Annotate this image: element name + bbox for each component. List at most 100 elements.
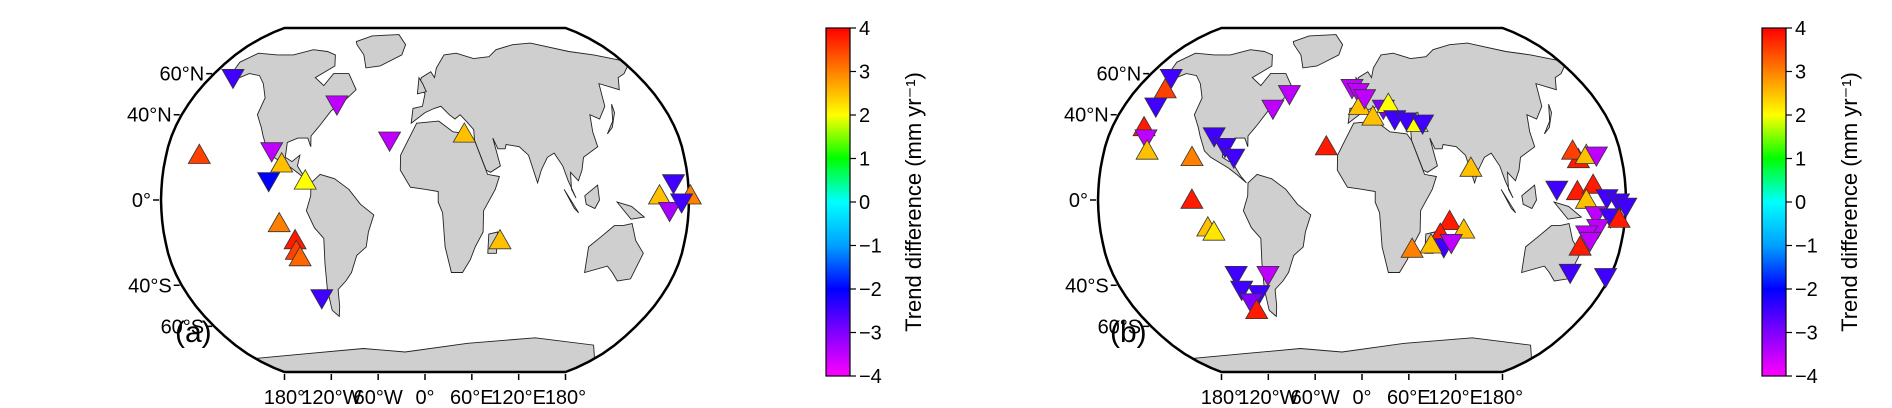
data-point-triangle <box>1419 232 1443 254</box>
data-point-triangle <box>260 142 284 163</box>
data-point-triangle <box>1202 127 1226 148</box>
colorbar-tick-label: 1 <box>859 149 870 171</box>
land-polygon <box>1552 201 1583 220</box>
land-polygon <box>355 34 407 69</box>
data-point-triangle <box>1314 134 1338 156</box>
land-polygon <box>1292 34 1344 69</box>
data-point-triangle <box>1607 207 1631 228</box>
x-tick-label: 120°E <box>1428 387 1483 408</box>
data-point-triangle <box>1134 129 1158 150</box>
y-tick-label: 60°N <box>1096 64 1141 86</box>
data-point-triangle <box>1545 180 1569 202</box>
data-point-triangle <box>1614 197 1638 219</box>
colorbar-label: Trend difference (mm yr⁻¹) <box>1837 72 1862 332</box>
data-point-triangle <box>1144 97 1168 119</box>
x-tick-label: 180° <box>1482 387 1523 408</box>
data-point-triangle <box>288 245 312 267</box>
data-point-triangle <box>1560 139 1585 160</box>
data-point-triangle <box>1222 148 1246 170</box>
land-polygon <box>399 120 500 273</box>
data-point-triangle <box>257 172 281 193</box>
colorbar-tick-label: −2 <box>1795 279 1818 301</box>
land-polygon <box>1543 104 1552 135</box>
land-polygon <box>584 222 644 282</box>
data-point-triangle <box>1135 139 1159 160</box>
x-tick-label: 0° <box>415 387 434 408</box>
data-point-triangle <box>1581 173 1605 194</box>
land-polygon <box>231 49 357 184</box>
x-tick-label: 60°E <box>450 387 494 408</box>
data-point-triangle <box>657 201 682 223</box>
land-polygon <box>1190 337 1532 372</box>
data-point-triangle <box>1261 99 1285 121</box>
data-point-triangle <box>1578 231 1602 253</box>
land-polygon <box>563 189 580 214</box>
x-tick-label: 60°W <box>1291 387 1340 408</box>
land-polygon <box>1242 173 1312 318</box>
x-tick-label: 180° <box>545 387 586 408</box>
land-polygon <box>606 104 615 135</box>
x-tick-label: 180° <box>264 387 305 408</box>
data-point-triangle <box>488 228 512 250</box>
data-point-triangle <box>1400 237 1424 258</box>
data-point-triangle <box>1202 220 1226 241</box>
colorbar <box>1761 27 1787 377</box>
data-point-triangle <box>325 95 349 117</box>
x-tick-label: 120°W <box>1238 387 1298 408</box>
data-point-triangle <box>1584 146 1609 168</box>
y-tick-label: 40°N <box>1064 105 1109 127</box>
x-tick-label: 0° <box>1352 387 1371 408</box>
data-point-triangle <box>1439 233 1463 255</box>
data-point-triangle <box>661 174 686 195</box>
data-point-triangle <box>1230 280 1254 302</box>
colorbar-tick-label: −2 <box>859 279 882 301</box>
data-point-triangle <box>293 168 317 190</box>
data-point-triangle <box>1224 265 1248 287</box>
data-point-triangle <box>1558 263 1582 285</box>
map-panel-b: 180°120°W60°W 0° 60°E120°E180°60°N40°N0°40… <box>1064 18 1862 408</box>
data-point-triangle <box>1352 89 1377 110</box>
land-polygon <box>305 173 375 318</box>
data-point-triangle <box>221 69 245 90</box>
colorbar <box>825 27 851 377</box>
data-point-triangle <box>1180 145 1204 167</box>
map-frame <box>159 26 691 374</box>
data-point-triangle <box>669 193 694 214</box>
panel-label: (b) <box>1110 316 1147 349</box>
x-tick-label: 60°W <box>354 387 403 408</box>
data-point-triangle <box>187 143 211 164</box>
colorbar-tick-label: 4 <box>1795 18 1806 40</box>
data-point-triangle <box>267 211 291 233</box>
data-point-triangle <box>1459 156 1483 177</box>
land-polygon <box>1500 189 1517 214</box>
land-polygon <box>253 337 595 372</box>
colorbar-tick-label: 2 <box>1795 105 1806 127</box>
y-tick-label: 0° <box>132 190 151 212</box>
map-land <box>231 34 646 372</box>
colorbar-tick-label: −1 <box>1795 236 1818 258</box>
land-polygon <box>584 184 600 210</box>
data-point-triangle <box>270 151 294 173</box>
y-tick-label: 60°S <box>161 316 205 338</box>
data-point-triangle <box>1452 218 1476 239</box>
colorbar-tick-label: 1 <box>1795 149 1806 171</box>
y-tick-label: 60°N <box>159 64 204 86</box>
data-point-triangle <box>1568 235 1592 256</box>
colorbar-tick-label: 3 <box>859 62 870 84</box>
map-land <box>1168 34 1583 372</box>
colorbar-tick-label: −4 <box>1795 366 1818 388</box>
data-point-triangle <box>1410 114 1435 136</box>
data-point-triangle <box>1437 209 1462 231</box>
colorbar-tick-label: 0 <box>1795 192 1806 214</box>
colorbar-tick-label: −4 <box>859 366 882 388</box>
colorbar-tick-label: −3 <box>1795 323 1818 345</box>
data-point-triangle <box>1256 265 1280 287</box>
y-tick-label: 40°S <box>1065 275 1109 297</box>
colorbar-tick-label: 4 <box>859 18 870 40</box>
land-polygon <box>1521 184 1537 210</box>
map-panel-a: 180°120°W60°W 0° 60°E120°E180°60°N40°N0°40… <box>127 18 926 408</box>
y-tick-label: 40°S <box>128 275 172 297</box>
data-point-triangle <box>310 289 334 310</box>
colorbar-tick-label: 3 <box>1795 62 1806 84</box>
